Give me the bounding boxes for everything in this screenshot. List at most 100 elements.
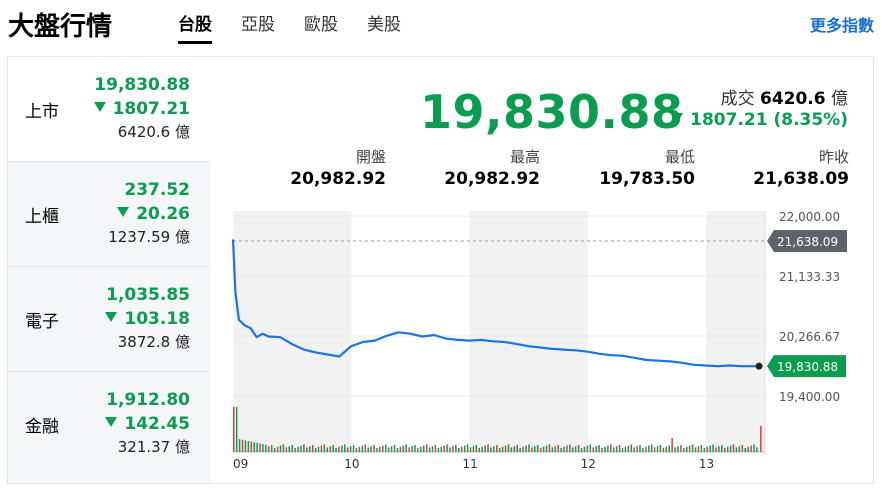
sidebar-item-electronics[interactable]: 電子 1,035.85 103.18 3872.8 億 — [8, 267, 210, 372]
sidebar-item-volume: 3872.8 億 — [117, 333, 190, 351]
volume-bar — [493, 446, 495, 452]
stat-value: 20,982.92 — [444, 169, 540, 189]
volume-bar — [466, 444, 469, 452]
x-tick-label: 12 — [581, 457, 596, 471]
volume-bar — [259, 443, 261, 452]
volume-bar — [671, 438, 673, 452]
volume-bar — [437, 448, 440, 452]
volume-bar — [396, 448, 399, 452]
volume-bar — [460, 446, 463, 452]
volume-bar — [601, 448, 603, 452]
down-triangle-icon — [105, 417, 118, 427]
volume-bar — [294, 448, 296, 452]
more-indices-link[interactable]: 更多指數 — [809, 16, 874, 35]
volume-bar — [729, 445, 732, 452]
volume-bar — [688, 445, 691, 452]
sidebar-item-otc[interactable]: 上櫃 237.52 20.26 1237.59 億 — [8, 162, 210, 267]
volume-bar — [715, 447, 717, 452]
volume-bar — [329, 446, 331, 452]
volume-bar — [422, 445, 425, 452]
volume-bar — [384, 444, 387, 452]
volume-bar — [525, 445, 527, 452]
volume-bar — [680, 445, 682, 452]
volume-bar — [551, 447, 554, 452]
volume-bar — [531, 447, 533, 452]
volume-bar — [300, 445, 302, 452]
volume-bar — [615, 446, 618, 452]
sidebar-item-price: 19,830.88 — [94, 75, 190, 95]
volume-bar — [393, 445, 396, 452]
volume-bar — [545, 445, 548, 452]
stat-label: 最高 — [509, 148, 540, 166]
stat-low: 最低 19,783.50 — [595, 146, 695, 189]
volume-bar — [478, 448, 481, 452]
sidebar-item-price: 1,035.85 — [106, 285, 190, 305]
volume-bar — [405, 444, 407, 452]
hour-band — [469, 211, 588, 452]
volume-bar — [373, 445, 375, 452]
down-triangle-icon — [93, 102, 106, 112]
sidebar-item-listed[interactable]: 上市 19,830.88 1807.21 6420.6 億 — [8, 57, 210, 162]
volume-bar — [750, 445, 752, 452]
volume-bar — [522, 446, 524, 452]
volume-bar — [344, 444, 346, 452]
sidebar-item-change: 20.26 — [136, 204, 190, 224]
tab-asia[interactable]: 亞股 — [241, 15, 275, 35]
tab-europe[interactable]: 歐股 — [304, 15, 338, 35]
volume-bar — [697, 446, 700, 452]
sidebar-item-change: 142.45 — [124, 414, 190, 434]
volume-bar — [440, 446, 443, 452]
volume-bar — [463, 445, 466, 452]
volume-bar — [753, 444, 755, 452]
volume-bar — [741, 445, 744, 452]
market-panel: 上市 19,830.88 1807.21 6420.6 億 上櫃 237.52 … — [7, 56, 874, 484]
x-tick-label: 13 — [699, 457, 714, 471]
volume-bar — [718, 446, 720, 452]
volume-bar — [233, 407, 235, 452]
volume-bar — [744, 448, 746, 452]
volume-bar — [642, 448, 644, 452]
stat-prev-close: 昨收 21,638.09 — [749, 146, 849, 189]
sidebar-item-change: 1807.21 — [112, 99, 190, 119]
volume-bar — [402, 445, 405, 452]
volume-bar — [563, 446, 565, 452]
volume-bar — [610, 444, 612, 452]
volume-bar — [577, 445, 580, 452]
volume-bar — [268, 446, 270, 452]
stat-label: 開盤 — [355, 148, 386, 166]
volume-bar — [335, 448, 337, 452]
volume-bar — [735, 447, 738, 452]
stat-value: 21,638.09 — [753, 169, 849, 189]
volume-bar — [534, 446, 536, 452]
tab-us[interactable]: 美股 — [367, 15, 401, 35]
sidebar-item-finance[interactable]: 金融 1,912.80 142.45 321.37 億 — [8, 372, 210, 483]
page-title: 大盤行情 — [8, 12, 113, 42]
tab-taiwan[interactable]: 台股 — [178, 10, 212, 44]
volume-bar — [633, 447, 635, 452]
stat-label: 最低 — [664, 148, 695, 166]
volume-bar — [504, 445, 507, 452]
last-price-tag-label: 19,830.88 — [777, 360, 838, 374]
y-tick-label: 21,133.33 — [779, 270, 840, 284]
volume-bar — [656, 446, 659, 452]
volume-bar — [760, 426, 762, 452]
volume-bar — [700, 445, 703, 452]
stat-high: 最高 20,982.92 — [440, 146, 540, 189]
hour-band — [705, 211, 765, 452]
volume-bar — [557, 445, 559, 452]
volume-bar — [569, 444, 571, 452]
sidebar-item-volume: 321.37 億 — [117, 438, 190, 456]
volume-bar — [361, 445, 364, 452]
volume-bar — [256, 442, 258, 452]
volume-bar — [241, 439, 244, 452]
volume-bar — [566, 445, 568, 452]
volume-bar — [434, 445, 437, 452]
volume-bar — [370, 446, 372, 452]
volume-bar — [648, 445, 650, 452]
x-tick-label: 09 — [233, 457, 248, 471]
volume-bar — [659, 445, 662, 452]
volume-bar — [244, 440, 247, 452]
volume-bar — [411, 446, 413, 452]
volume-bar — [510, 447, 513, 452]
volume-bar — [390, 446, 393, 452]
